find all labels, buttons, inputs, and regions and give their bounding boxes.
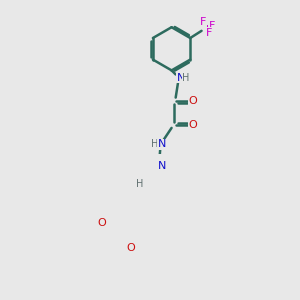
Text: H: H <box>182 73 190 82</box>
Text: F: F <box>200 16 206 27</box>
Text: O: O <box>126 243 135 253</box>
Text: F: F <box>206 28 212 38</box>
Text: O: O <box>189 120 197 130</box>
Text: N: N <box>158 161 166 171</box>
Text: H: H <box>136 179 143 189</box>
Text: H: H <box>152 139 159 149</box>
Text: N: N <box>158 139 166 149</box>
Text: F: F <box>208 21 215 31</box>
Text: N: N <box>177 73 185 82</box>
Text: O: O <box>189 96 197 106</box>
Text: O: O <box>97 218 106 228</box>
